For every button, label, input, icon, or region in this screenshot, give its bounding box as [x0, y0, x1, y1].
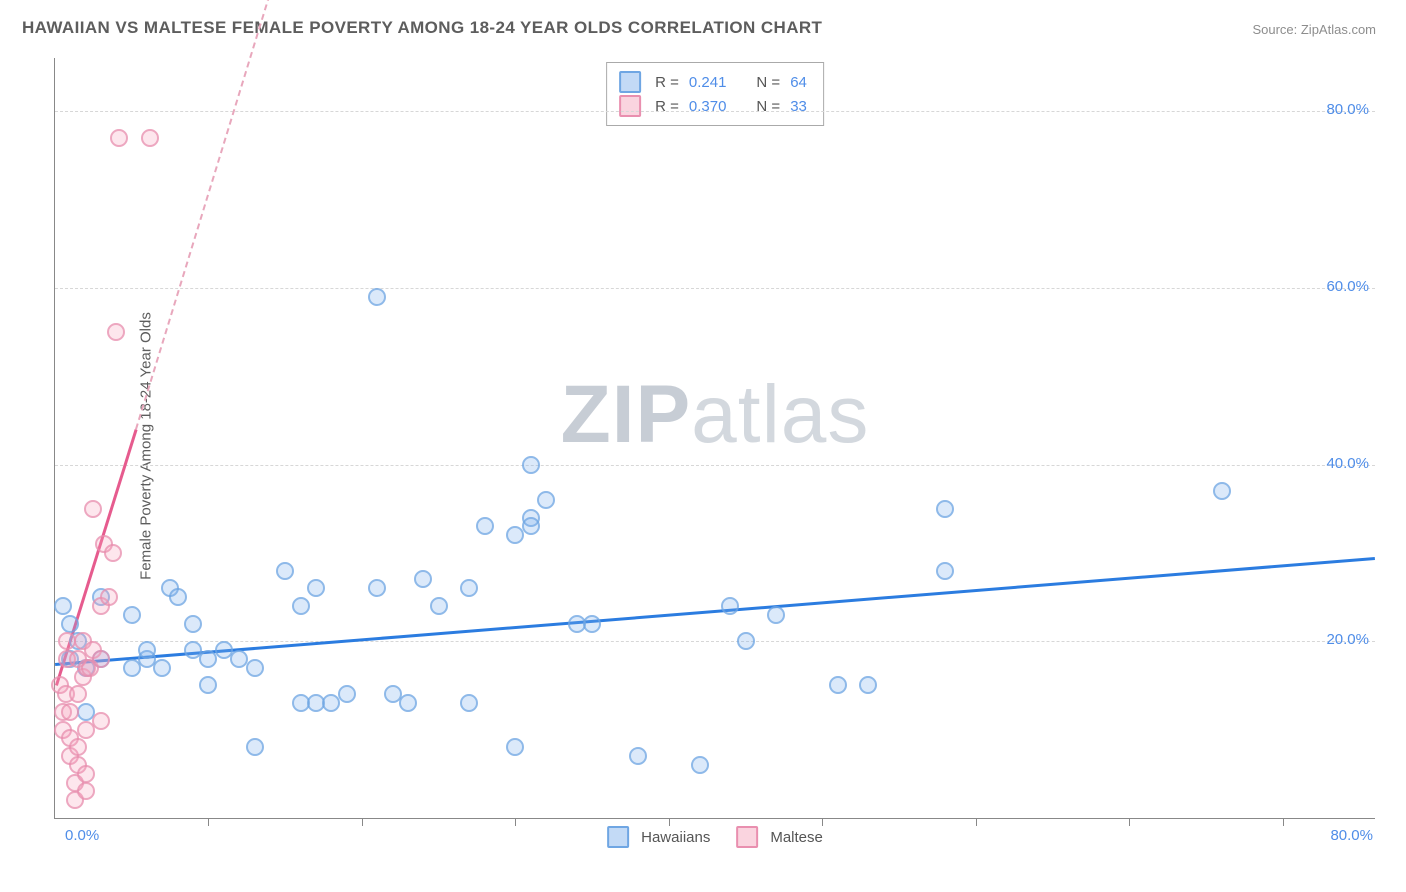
r-label: R = — [655, 74, 679, 91]
data-point — [292, 597, 310, 615]
legend-row-maltese: R = 0.370 N = 33 — [619, 95, 807, 117]
square-icon — [619, 71, 641, 93]
data-point — [460, 694, 478, 712]
data-point — [184, 615, 202, 633]
square-icon — [607, 826, 629, 848]
legend-label: Maltese — [770, 829, 823, 846]
data-point — [84, 500, 102, 518]
data-point — [629, 747, 647, 765]
gridline — [55, 465, 1375, 466]
data-point — [77, 765, 95, 783]
y-tick-label: 60.0% — [1326, 278, 1369, 295]
data-point — [169, 588, 187, 606]
data-point — [54, 597, 72, 615]
y-tick-label: 20.0% — [1326, 631, 1369, 648]
data-point — [691, 756, 709, 774]
watermark: ZIPatlas — [561, 368, 870, 462]
square-icon — [736, 826, 758, 848]
data-point — [583, 615, 601, 633]
source-label: Source: ZipAtlas.com — [1252, 22, 1376, 37]
data-point — [69, 685, 87, 703]
data-point — [199, 676, 217, 694]
correlation-legend: R = 0.241 N = 64 R = 0.370 N = 33 — [606, 62, 824, 126]
n-value: 64 — [790, 74, 807, 91]
data-point — [430, 597, 448, 615]
x-axis-label-max: 80.0% — [1330, 827, 1373, 844]
data-point — [368, 579, 386, 597]
data-point — [737, 632, 755, 650]
trendline — [55, 557, 1375, 666]
data-point — [414, 570, 432, 588]
data-point — [246, 738, 264, 756]
data-point — [859, 676, 877, 694]
gridline — [55, 641, 1375, 642]
data-point — [100, 588, 118, 606]
watermark-light: atlas — [691, 369, 869, 460]
data-point — [77, 782, 95, 800]
data-point — [506, 738, 524, 756]
data-point — [107, 323, 125, 341]
x-tick — [362, 818, 363, 826]
data-point — [61, 703, 79, 721]
data-point — [307, 579, 325, 597]
legend-item-hawaiians: Hawaiians — [607, 826, 710, 848]
data-point — [276, 562, 294, 580]
data-point — [92, 712, 110, 730]
r-value: 0.241 — [689, 74, 727, 91]
data-point — [522, 517, 540, 535]
data-point — [246, 659, 264, 677]
chart-title: HAWAIIAN VS MALTESE FEMALE POVERTY AMONG… — [22, 18, 822, 38]
watermark-bold: ZIP — [561, 369, 692, 460]
data-point — [69, 738, 87, 756]
gridline — [55, 111, 1375, 112]
x-tick — [976, 818, 977, 826]
x-tick — [669, 818, 670, 826]
x-tick — [822, 818, 823, 826]
data-point — [936, 500, 954, 518]
data-point — [537, 491, 555, 509]
x-tick — [515, 818, 516, 826]
data-point — [767, 606, 785, 624]
data-point — [338, 685, 356, 703]
legend-item-maltese: Maltese — [736, 826, 823, 848]
trendline — [135, 0, 303, 430]
legend-label: Hawaiians — [641, 829, 710, 846]
data-point — [1213, 482, 1231, 500]
data-point — [123, 606, 141, 624]
data-point — [936, 562, 954, 580]
data-point — [110, 129, 128, 147]
y-tick-label: 40.0% — [1326, 455, 1369, 472]
x-tick — [1129, 818, 1130, 826]
data-point — [460, 579, 478, 597]
data-point — [522, 456, 540, 474]
data-point — [368, 288, 386, 306]
n-label: N = — [756, 74, 780, 91]
y-tick-label: 80.0% — [1326, 101, 1369, 118]
x-axis-label-min: 0.0% — [65, 827, 99, 844]
x-tick — [208, 818, 209, 826]
gridline — [55, 288, 1375, 289]
data-point — [141, 129, 159, 147]
scatter-plot-area: ZIPatlas R = 0.241 N = 64 R = 0.370 N = … — [54, 58, 1375, 819]
legend-row-hawaiians: R = 0.241 N = 64 — [619, 71, 807, 93]
data-point — [721, 597, 739, 615]
series-legend: Hawaiians Maltese — [607, 826, 823, 848]
x-tick — [1283, 818, 1284, 826]
data-point — [476, 517, 494, 535]
data-point — [61, 615, 79, 633]
data-point — [399, 694, 417, 712]
data-point — [104, 544, 122, 562]
data-point — [92, 650, 110, 668]
data-point — [153, 659, 171, 677]
square-icon — [619, 95, 641, 117]
data-point — [829, 676, 847, 694]
